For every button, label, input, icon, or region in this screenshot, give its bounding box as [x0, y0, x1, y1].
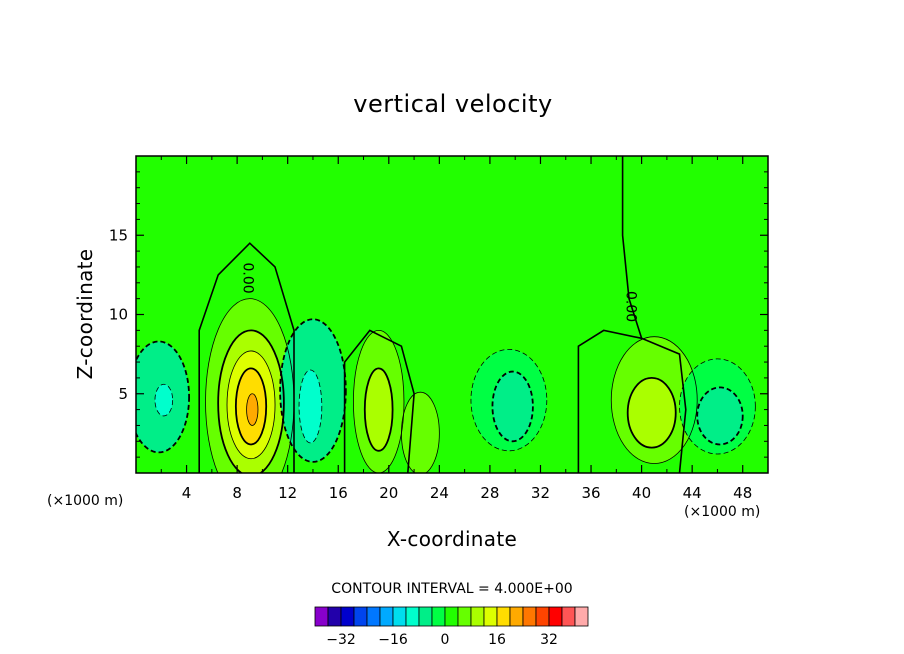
colorbar-tick-label: 32: [540, 632, 558, 648]
colorbar-box: [496, 606, 511, 627]
colorbar-tick-label: 0: [441, 632, 450, 648]
colorbar-box: [366, 606, 381, 627]
colorbar-tick-label: −16: [378, 632, 408, 648]
contour-line-4: [226, 350, 276, 460]
x-tick-label: 24: [430, 484, 449, 502]
contour-region-10: [364, 368, 393, 451]
contour-line-5: [234, 367, 268, 446]
colorbar-box: [392, 606, 407, 627]
x-tick-label: 44: [683, 484, 702, 502]
contour-value-label: 0.00: [622, 291, 638, 322]
colorbar-box: [353, 606, 368, 627]
contour-line-14: [610, 336, 698, 464]
contour-lines: [136, 156, 756, 473]
x-axis-label: X-coordinate: [387, 527, 517, 551]
colorbar-box: [522, 606, 537, 627]
colorbar-box: [470, 606, 485, 627]
x-axis: 4 8 12 16 20 24 28 32 36 40 44 48: [160, 156, 752, 502]
chart-title: vertical velocity: [353, 90, 552, 118]
colorbar-box: [431, 606, 446, 627]
x-tick-label: 40: [632, 484, 651, 502]
colorbar-box: [509, 606, 524, 627]
y-axis: 5 10 15: [109, 171, 768, 458]
contour-value-label: 0.00: [239, 262, 255, 293]
contour-line-12: [470, 348, 548, 452]
contour-line-17: [696, 386, 744, 446]
y-tick-label: 15: [109, 226, 128, 244]
colorbar-box: [327, 606, 342, 627]
contour-line-0: [136, 340, 190, 454]
contour-region-1: [154, 384, 173, 416]
colorbar-box: [379, 606, 394, 627]
x-tick-label: 16: [329, 484, 348, 502]
x-tick-label: 36: [581, 484, 600, 502]
x-unit-right: (×1000 m): [684, 504, 760, 520]
contour-line-8: [298, 369, 323, 444]
colorbar-box: [535, 606, 550, 627]
contour-line-1: [154, 383, 174, 417]
y-tick-label: 5: [118, 385, 128, 403]
x-tick-label: 8: [232, 484, 242, 502]
x-unit-left: (×1000 m): [47, 493, 123, 509]
contour-interval: CONTOUR INTERVAL = 4.000E+00: [331, 581, 572, 597]
colorbar-box: [340, 606, 355, 627]
contour-line-3: [217, 329, 285, 473]
colorbar-box: [561, 606, 576, 627]
colorbar-tick-label: 16: [488, 632, 506, 648]
colorbar-tick-label: −32: [326, 632, 356, 648]
x-tick-label: 48: [733, 484, 752, 502]
contour-region-8: [299, 369, 322, 443]
colorbar-box: [418, 606, 433, 627]
colorbar-box: [548, 606, 563, 627]
y-tick-label: 10: [109, 306, 128, 324]
contour-region-6: [246, 393, 258, 426]
contour-line-15: [626, 376, 677, 449]
colorbar-box: [457, 606, 472, 627]
colorbar-box: [483, 606, 498, 627]
x-tick-label: 20: [379, 484, 398, 502]
contour-region-17: [697, 387, 743, 445]
x-tick-label: 4: [182, 484, 192, 502]
zero-contour-3: [621, 156, 643, 339]
x-tick-label: 32: [531, 484, 550, 502]
colorbar-box: [314, 606, 329, 627]
colorbar-ticks: −32 −16 0 16 32: [326, 632, 558, 648]
colorbar: [314, 606, 589, 627]
zero-contour-1: [343, 329, 415, 473]
x-tick-label: 12: [278, 484, 297, 502]
contour-line-11: [401, 391, 440, 473]
contour-line-13: [491, 370, 534, 443]
colorbar-box: [444, 606, 459, 627]
y-axis-label: Z-coordinate: [73, 249, 97, 380]
x-tick-label: 28: [480, 484, 499, 502]
contour-region-15: [627, 377, 676, 448]
contour-region-13: [492, 371, 533, 442]
colorbar-box: [574, 606, 589, 627]
contour-line-10: [363, 367, 394, 452]
contour-region-11: [401, 392, 440, 473]
contour-labels: 0.00 0.00: [239, 262, 638, 322]
contour-fill: [136, 156, 768, 473]
contour-line-7: [279, 318, 347, 463]
zero-contour-0: [198, 242, 295, 473]
contour-line-6: [246, 393, 259, 426]
contour-line-16: [679, 358, 756, 455]
colorbar-box: [405, 606, 420, 627]
